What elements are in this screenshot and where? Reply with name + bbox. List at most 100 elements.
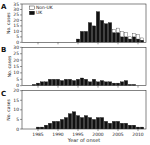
bar	[92, 25, 95, 26]
y-tick	[20, 85, 22, 86]
frame	[22, 4, 146, 42]
bar	[76, 39, 79, 40]
y-tick-label: 30	[13, 45, 19, 50]
x-tick	[38, 42, 39, 44]
bar	[140, 38, 143, 40]
bar	[128, 37, 131, 39]
bar	[64, 79, 67, 85]
bar	[116, 28, 119, 32]
bar	[108, 123, 111, 129]
bar	[76, 79, 79, 85]
bar	[96, 118, 99, 130]
bar	[108, 23, 111, 43]
panel: 05101520198519901995200020052010No. case…	[1, 88, 146, 143]
bar	[120, 37, 123, 42]
panel-label: B	[1, 46, 6, 54]
y-tick	[20, 25, 22, 26]
panel: 051015202530No. casesB	[1, 45, 146, 88]
x-tick	[58, 42, 59, 44]
bar	[48, 79, 51, 85]
bar	[72, 112, 75, 129]
x-tick-label: 2000	[92, 132, 104, 137]
bar	[76, 39, 79, 42]
bar	[100, 20, 103, 21]
bar	[140, 40, 143, 42]
y-tick	[20, 60, 22, 61]
y-tick	[20, 20, 22, 21]
bar	[84, 116, 87, 129]
y-tick-label: 5	[16, 34, 19, 39]
bar	[60, 119, 63, 129]
legend-label: UK	[36, 10, 43, 15]
panel-label: A	[1, 3, 7, 11]
bar	[80, 31, 83, 32]
y-tick	[20, 9, 22, 10]
y-tick-label: 10	[13, 70, 19, 75]
bar	[104, 23, 107, 24]
bar	[120, 82, 123, 86]
x-tick-label: 2005	[112, 132, 124, 137]
y-axis-label: No. cases	[7, 98, 12, 120]
bar	[96, 82, 99, 86]
x-tick-label: 1985	[32, 132, 44, 137]
bar	[44, 125, 47, 129]
bars	[32, 78, 135, 86]
x-tick	[78, 42, 79, 44]
y-tick	[20, 109, 22, 110]
bar	[124, 81, 127, 86]
y-tick-label: 20	[13, 88, 19, 93]
bar	[116, 83, 119, 86]
bar	[96, 12, 99, 43]
x-tick	[138, 42, 139, 44]
y-tick	[20, 47, 22, 48]
bar	[132, 37, 135, 42]
bar	[96, 11, 99, 12]
bar	[116, 121, 119, 129]
bar	[72, 81, 75, 86]
frame	[22, 47, 146, 85]
bar	[128, 125, 131, 129]
bar	[100, 81, 103, 86]
bar	[80, 78, 83, 86]
bar	[100, 20, 103, 42]
y-tick	[20, 79, 22, 80]
bar	[84, 31, 87, 42]
bar	[76, 116, 79, 129]
bars	[76, 12, 143, 43]
bar	[136, 39, 139, 42]
bar	[124, 32, 127, 36]
bar	[112, 83, 115, 86]
legend: Non-UKUK	[29, 5, 53, 15]
y-tick-label: 10	[13, 107, 19, 112]
bars	[36, 112, 143, 129]
x-tick-label: 2010	[132, 132, 144, 137]
y-tick-label: 5	[16, 77, 19, 82]
bar	[104, 121, 107, 129]
bar	[80, 31, 83, 42]
bar	[104, 82, 107, 86]
x-tick-label: 1990	[52, 132, 64, 137]
y-tick-label: 15	[13, 23, 19, 28]
bar	[64, 118, 67, 130]
bar	[112, 121, 115, 129]
bar	[112, 32, 115, 42]
bar	[112, 29, 115, 32]
bar	[40, 82, 43, 86]
bar	[48, 123, 51, 129]
y-axis-label: No. cases	[7, 55, 12, 77]
legend-swatch	[29, 11, 34, 15]
x-tick	[118, 86, 119, 88]
bar	[120, 31, 123, 36]
bar	[132, 34, 135, 37]
x-tick	[118, 42, 119, 44]
y-tick-label: 15	[13, 64, 19, 69]
x-tick	[38, 86, 39, 88]
y-tick-label: 15	[13, 98, 19, 103]
y-axis-label: No. cases	[7, 12, 12, 34]
bar	[52, 79, 55, 85]
chart: 05101520253035No. casesANon-UKUK05101520…	[0, 0, 150, 145]
panel: 05101520253035No. casesANon-UKUK	[1, 2, 146, 45]
y-tick	[20, 90, 22, 91]
bar	[124, 123, 127, 129]
legend-swatch	[29, 6, 34, 10]
